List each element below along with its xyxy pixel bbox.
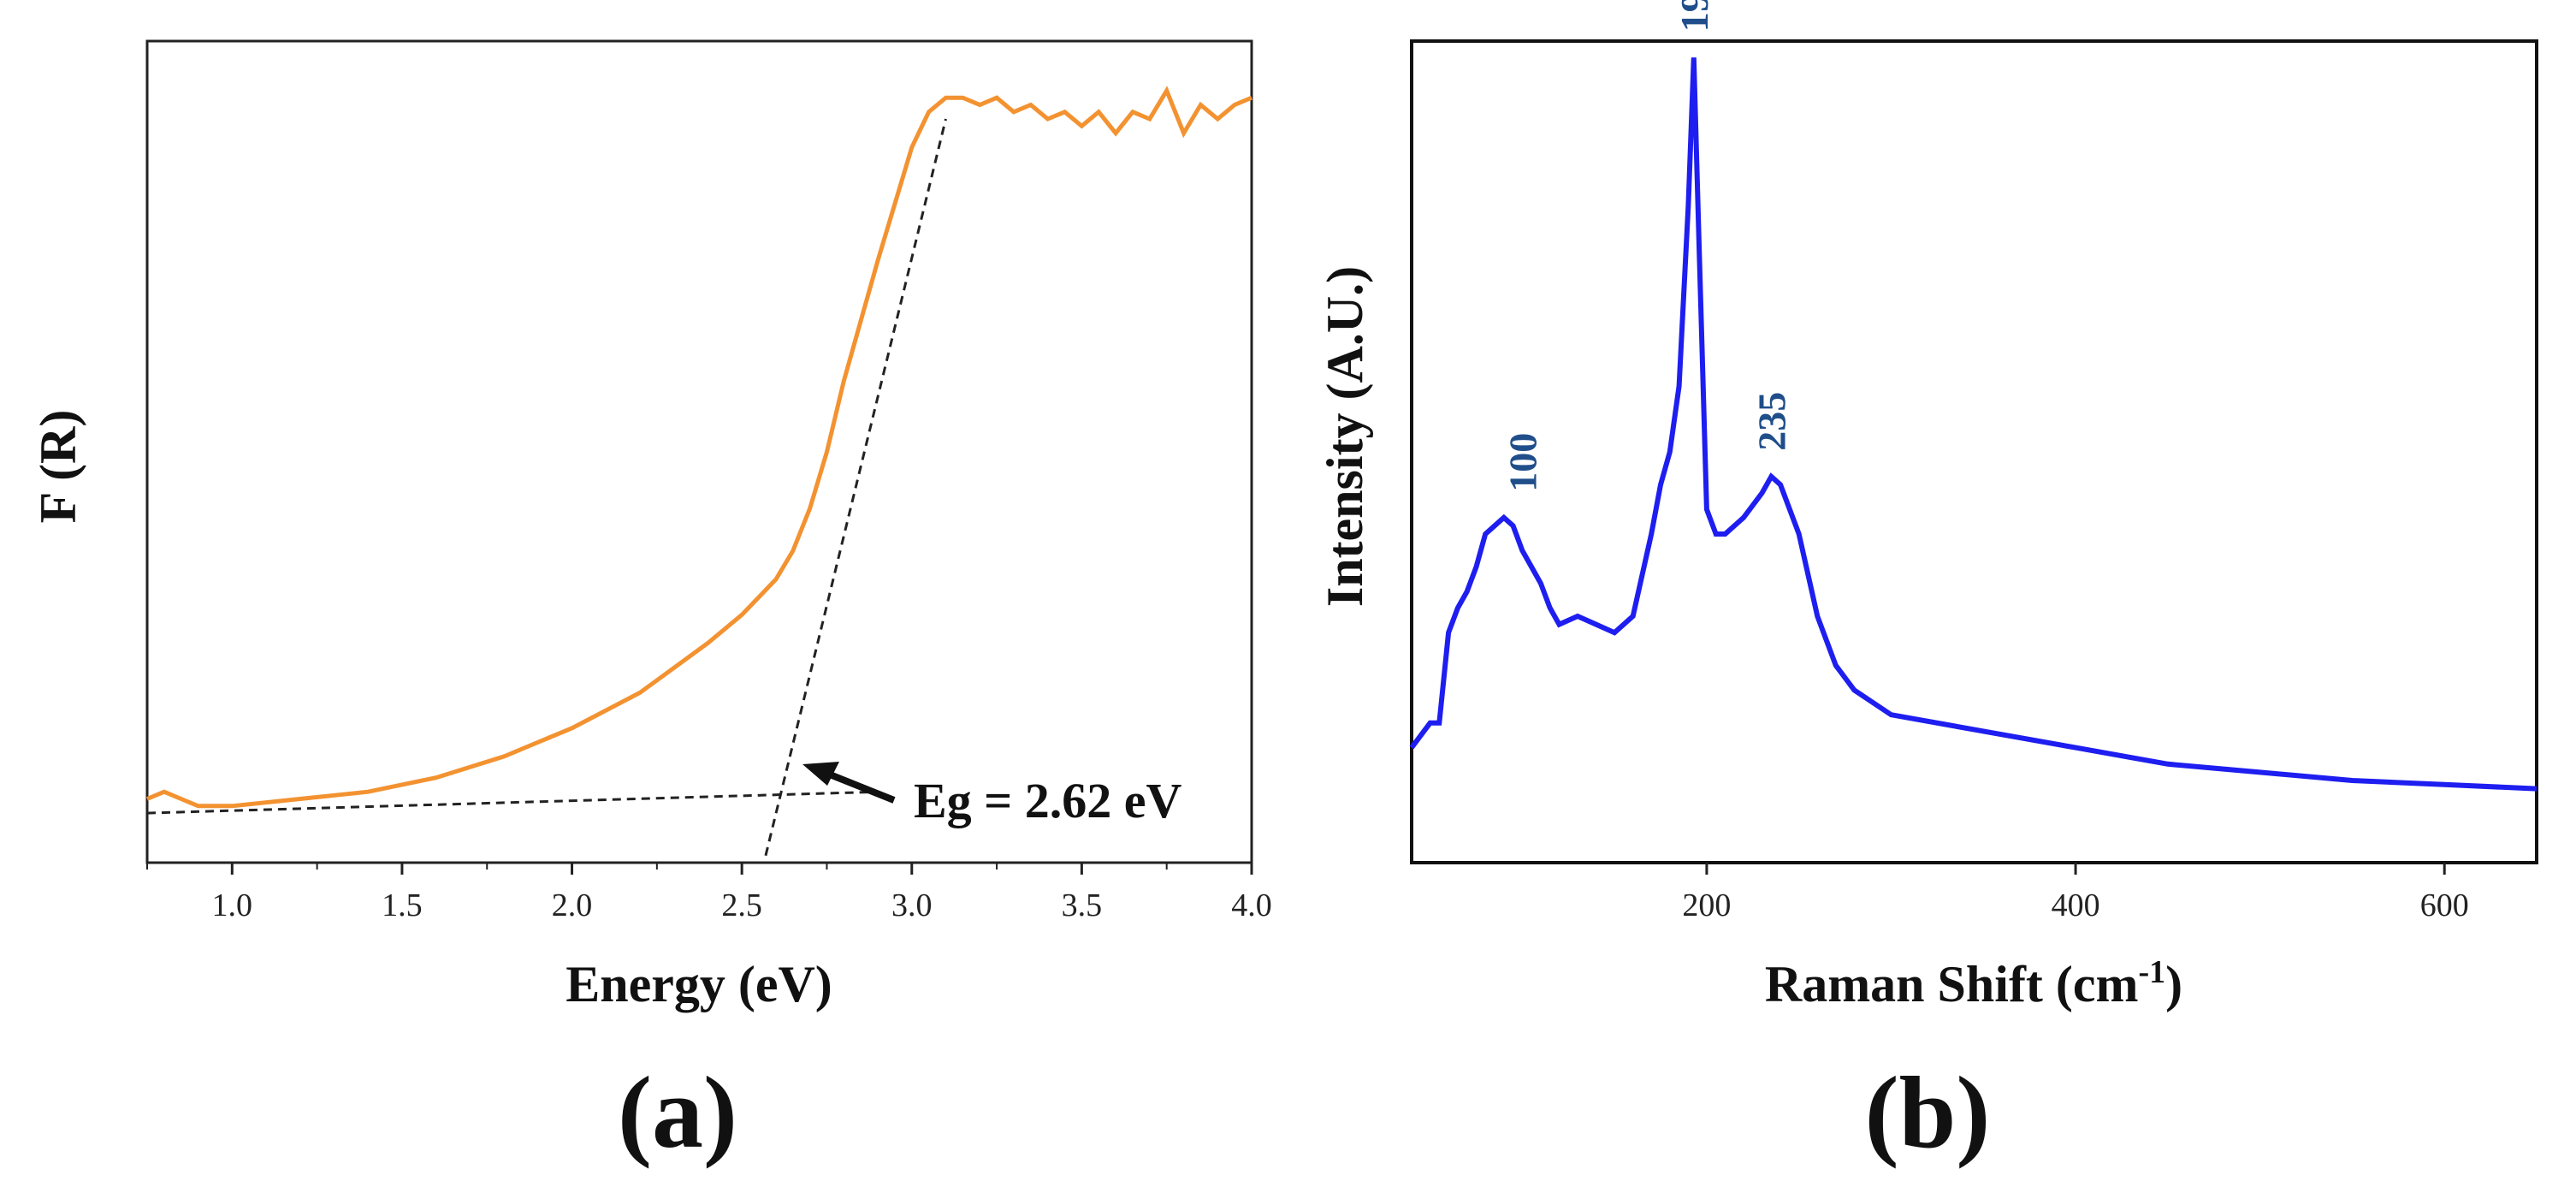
x-a-tick-label: 4.0 [1231,887,1272,923]
panel-label-b: (b) [1865,1055,1991,1169]
x-b-tick-label: 200 [1682,887,1731,923]
panel-a: 1.0 1.5 2.0 2.5 3.0 3.5 4.0 Eg = 2.62 eV Energ… [30,39,1272,1169]
series-line-raman [1409,57,2538,792]
x-a-tick-label: 2.0 [552,887,593,923]
x-axis-title-b-sup: -1 [2139,954,2166,990]
eg-arrow-shaft [824,769,896,804]
peak-label-235: 235 [1750,392,1793,451]
eg-arrow-head [802,762,839,786]
baseline-extrapolation [146,790,879,815]
x-a-tick-label: 2.5 [721,887,762,923]
x-a-tick-label: 1.5 [382,887,423,923]
plot-frame-b [1410,39,2538,864]
y-axis-title-b: Intensity (A.U.) [1317,266,1373,607]
x-a-tick-label: 1.0 [212,887,253,923]
x-axis-title-a: Energy (eV) [566,956,832,1012]
x-b-tick-label: 600 [2420,887,2469,923]
series-line-fr [146,86,1252,809]
peak-label-193: 193 [1673,0,1716,32]
panel-label-a: (a) [618,1055,737,1169]
y-axis-title-a: F (R) [30,410,86,524]
x-axis-title-b-main: Raman Shift (cm [1765,956,2139,1012]
panel-b: 200 400 600 100 193 235 Raman Shift (cm-1) I… [1317,0,2538,1169]
x-ticks-b: 200 400 600 [1682,863,2469,923]
peak-labels: 100 193 235 [1501,0,1793,492]
x-b-tick-label: 400 [2052,887,2100,923]
x-a-tick-label: 3.0 [891,887,933,923]
plot-frame-a [145,39,1253,864]
peak-label-100: 100 [1501,433,1544,492]
eg-arrow [802,762,896,804]
x-axis-title-b: Raman Shift (cm-1) [1765,954,2182,1012]
tangent-line [764,118,947,857]
x-a-tick-label: 3.5 [1062,887,1103,923]
eg-annotation: Eg = 2.62 eV [914,773,1181,828]
x-axis-title-b-end: ) [2165,956,2182,1012]
x-ticks-a: 1.0 1.5 2.0 2.5 3.0 3.5 4.0 [146,863,1272,923]
